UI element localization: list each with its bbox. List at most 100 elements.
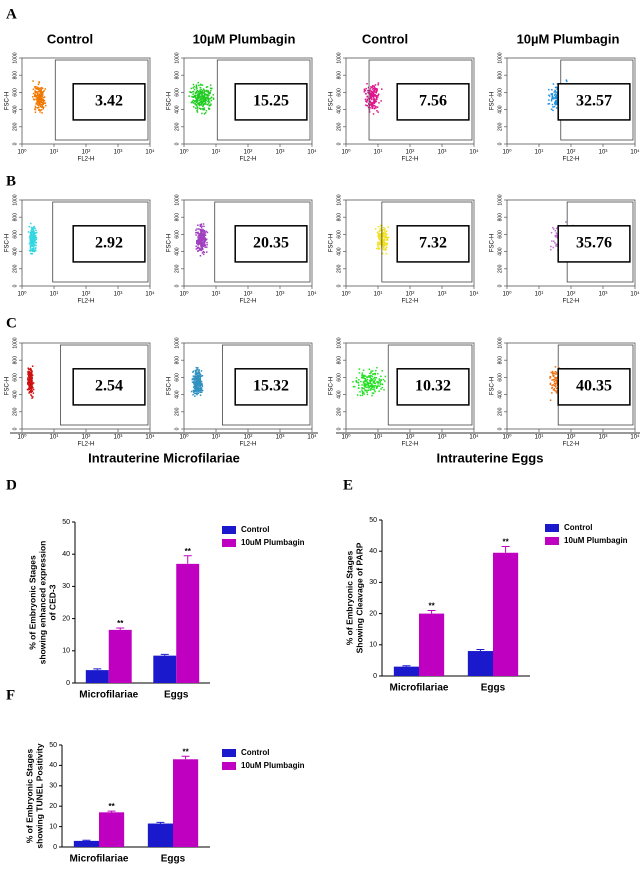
event-dot xyxy=(370,378,372,380)
event-dot xyxy=(30,252,32,255)
event-dot xyxy=(363,91,366,93)
event-dot xyxy=(208,98,211,100)
event-dot xyxy=(552,109,554,112)
event-dot xyxy=(193,106,195,108)
event-dot xyxy=(362,376,364,379)
event-dot xyxy=(379,243,381,245)
event-dot xyxy=(209,104,212,107)
event-dot xyxy=(381,230,383,233)
event-dot xyxy=(366,389,368,392)
event-dot xyxy=(197,95,199,98)
event-dot xyxy=(377,248,380,250)
event-dot xyxy=(200,100,203,103)
gate-percent: 32.57 xyxy=(576,93,612,110)
y-tick-label: 40 xyxy=(62,551,70,558)
event-dot xyxy=(35,236,38,239)
event-dot xyxy=(371,386,373,388)
event-dot xyxy=(363,377,365,380)
event-dot xyxy=(194,378,197,380)
gate xyxy=(221,344,311,426)
event-dot xyxy=(382,252,384,255)
y-tick-label: 1000 xyxy=(12,194,18,205)
event-dot xyxy=(383,234,386,237)
event-dot xyxy=(37,96,39,99)
event-dot xyxy=(367,383,369,385)
event-dot xyxy=(367,91,369,94)
event-dot xyxy=(204,93,207,96)
event-dot xyxy=(554,89,556,92)
event-dot xyxy=(368,387,370,389)
event-dot xyxy=(555,91,558,94)
event-dot xyxy=(190,390,193,393)
event-dot xyxy=(35,244,37,247)
event-dot xyxy=(39,94,41,96)
event-dot xyxy=(201,99,203,101)
event-dot xyxy=(198,382,200,385)
significance: ** xyxy=(428,602,435,611)
error-bar xyxy=(402,665,411,667)
event-dot xyxy=(358,372,361,374)
event-dot xyxy=(374,101,377,103)
event-dot xyxy=(200,248,202,250)
event-dot xyxy=(373,90,376,92)
gate-box xyxy=(396,83,470,121)
event-dot xyxy=(201,95,203,98)
event-dot xyxy=(554,366,557,368)
event-dot xyxy=(197,90,200,93)
event-dot xyxy=(369,385,372,388)
event-dot xyxy=(386,243,388,246)
event-dot xyxy=(376,385,378,387)
event-dot xyxy=(201,375,204,377)
event-dot xyxy=(195,377,198,379)
x-tick-label: 10³ xyxy=(599,292,608,298)
y-tick-label: 50 xyxy=(369,517,377,524)
event-dot xyxy=(42,108,44,110)
event-dot xyxy=(41,106,44,108)
event-dot xyxy=(555,382,558,384)
event-dot xyxy=(194,373,197,375)
gate-percent: 20.35 xyxy=(253,235,289,252)
event-dot xyxy=(33,238,36,240)
event-dot xyxy=(31,252,34,255)
legend-swatch xyxy=(222,762,236,770)
event-dot xyxy=(27,373,29,375)
event-dot xyxy=(380,100,382,102)
event-dot xyxy=(556,384,558,386)
event-dot xyxy=(364,384,367,387)
event-dot xyxy=(203,243,206,245)
event-dot xyxy=(203,90,206,93)
event-dot xyxy=(550,248,552,251)
event-dot xyxy=(195,378,198,380)
event-dot xyxy=(200,387,203,389)
event-dot xyxy=(203,243,205,246)
gate-box xyxy=(234,83,308,121)
event-dot xyxy=(378,234,380,236)
event-dot xyxy=(375,91,377,94)
event-dot xyxy=(40,86,43,89)
event-dot xyxy=(368,111,371,113)
event-dot xyxy=(382,243,384,245)
event-dot xyxy=(199,384,202,386)
event-dot xyxy=(200,249,203,252)
x-tick-label: 10⁰ xyxy=(17,149,27,156)
x-axis-label: FL2-H xyxy=(563,442,580,448)
event-dot xyxy=(374,390,376,393)
event-dot xyxy=(370,95,373,97)
event-dot xyxy=(203,91,205,94)
event-dot xyxy=(191,95,193,98)
flow-plot: 15.25 10⁰ 10¹ 10² 10³ 10⁴ 0 200 400 600 800 1000 FL2… xyxy=(167,52,317,162)
event-dot xyxy=(556,237,559,239)
bar xyxy=(493,552,519,676)
event-dot xyxy=(201,90,203,93)
event-dot xyxy=(366,376,368,378)
event-dot xyxy=(355,380,358,382)
event-dot xyxy=(38,102,41,104)
event-dot xyxy=(372,386,374,388)
event-dot xyxy=(372,95,375,98)
event-dot xyxy=(553,372,555,375)
event-dot xyxy=(204,101,207,104)
event-dot xyxy=(208,92,210,94)
bar xyxy=(108,629,132,683)
event-dot xyxy=(387,239,389,241)
event-dot xyxy=(553,388,556,390)
